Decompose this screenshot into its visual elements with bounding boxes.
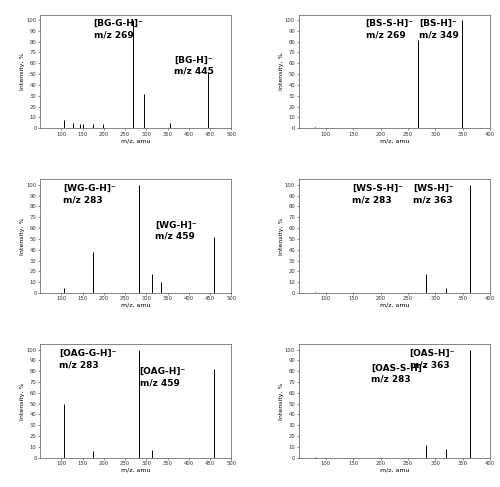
Y-axis label: Intensity, %: Intensity, % [20, 382, 25, 420]
Text: m/z 363: m/z 363 [410, 360, 449, 369]
Text: [BS-H]⁻: [BS-H]⁻ [419, 19, 457, 28]
Text: [BG-G-H]⁻: [BG-G-H]⁻ [94, 19, 144, 28]
Y-axis label: Intensity, %: Intensity, % [278, 382, 283, 420]
X-axis label: m/z, amu: m/z, amu [121, 303, 150, 308]
Text: m/z 269: m/z 269 [366, 31, 406, 39]
X-axis label: m/z, amu: m/z, amu [380, 138, 409, 143]
X-axis label: m/z, amu: m/z, amu [380, 468, 409, 473]
Text: m/z 283: m/z 283 [63, 195, 102, 205]
Text: [OAG-G-H]⁻: [OAG-G-H]⁻ [59, 349, 116, 358]
Text: [WG-G-H]⁻: [WG-G-H]⁻ [63, 184, 116, 193]
Text: m/z 269: m/z 269 [94, 31, 134, 39]
Text: [WG-H]⁻: [WG-H]⁻ [155, 221, 196, 229]
Text: [OAS-H]⁻: [OAS-H]⁻ [410, 349, 455, 358]
X-axis label: m/z, amu: m/z, amu [121, 468, 150, 473]
Y-axis label: Intensity, %: Intensity, % [20, 53, 25, 90]
Text: m/z 459: m/z 459 [140, 378, 179, 387]
Text: m/z 349: m/z 349 [419, 31, 459, 39]
Text: [BS-S-H]⁻: [BS-S-H]⁻ [366, 19, 414, 28]
Text: m/z 459: m/z 459 [155, 232, 195, 241]
Text: m/z 363: m/z 363 [414, 195, 453, 205]
Text: m/z 283: m/z 283 [59, 360, 99, 369]
Y-axis label: Intensity, %: Intensity, % [20, 217, 25, 255]
Text: [WS-S-H]⁻: [WS-S-H]⁻ [352, 184, 403, 193]
X-axis label: m/z, amu: m/z, amu [380, 303, 409, 308]
Text: [WS-H]⁻: [WS-H]⁻ [414, 184, 454, 193]
Y-axis label: Intensity, %: Intensity, % [278, 53, 283, 90]
Text: [OAG-H]⁻: [OAG-H]⁻ [140, 367, 186, 376]
Text: [BG-H]⁻: [BG-H]⁻ [174, 56, 212, 65]
Text: [OAS-S-H]⁻: [OAS-S-H]⁻ [372, 364, 427, 373]
Text: m/z 283: m/z 283 [352, 195, 392, 205]
Text: m/z 445: m/z 445 [174, 67, 214, 76]
X-axis label: m/z, amu: m/z, amu [121, 138, 150, 143]
Y-axis label: Intensity, %: Intensity, % [278, 217, 283, 255]
Text: m/z 283: m/z 283 [372, 375, 411, 384]
